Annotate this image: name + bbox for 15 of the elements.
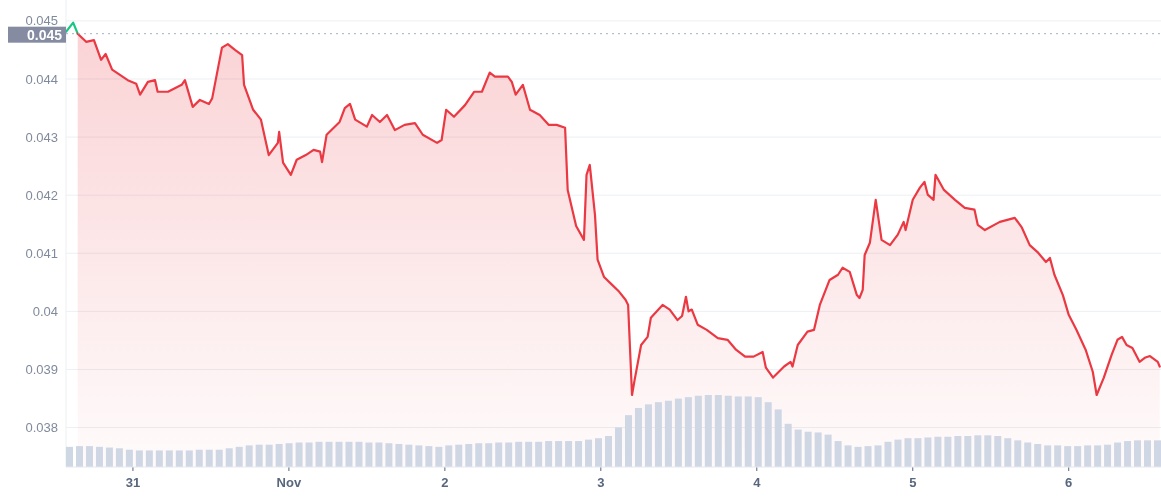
y-tick-label: 0.044 bbox=[25, 71, 58, 87]
x-tick-label: 4 bbox=[753, 475, 762, 490]
x-tick-label: 3 bbox=[597, 475, 605, 490]
x-tick-label: 31 bbox=[125, 475, 141, 490]
x-tick-label: 5 bbox=[909, 475, 917, 490]
x-tick-label: 6 bbox=[1065, 475, 1073, 490]
x-tick-label: 2 bbox=[441, 475, 449, 490]
y-tick-label: 0.041 bbox=[25, 245, 58, 261]
y-tick-label: 0.038 bbox=[25, 420, 58, 436]
y-tick-label: 0.039 bbox=[25, 361, 58, 377]
x-tick-label: Nov bbox=[276, 475, 302, 490]
y-tick-label: 0.042 bbox=[25, 187, 58, 203]
y-tick-label: 0.04 bbox=[32, 303, 58, 319]
y-tick-label: 0.045 bbox=[25, 13, 58, 29]
y-tick-label: 0.043 bbox=[25, 129, 58, 145]
